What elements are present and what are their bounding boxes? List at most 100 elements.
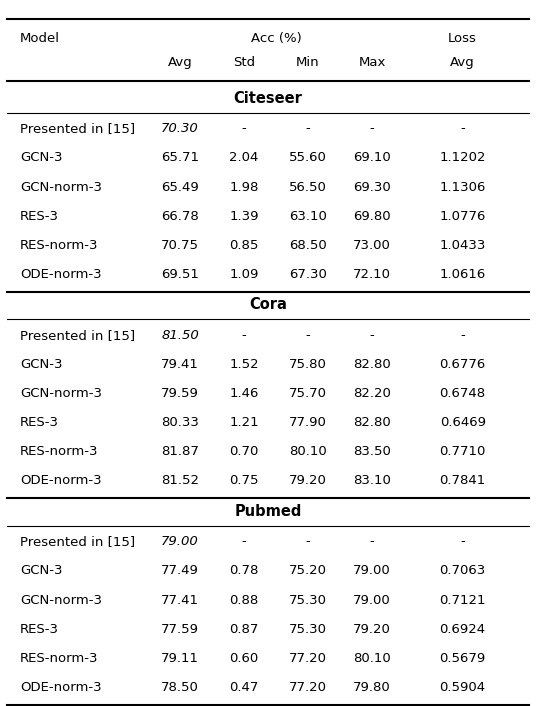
Text: -: - <box>242 329 247 342</box>
Text: -: - <box>460 535 465 549</box>
Text: 79.00: 79.00 <box>353 594 391 606</box>
Text: 81.50: 81.50 <box>161 329 199 342</box>
Text: 1.1202: 1.1202 <box>440 152 486 164</box>
Text: -: - <box>370 122 374 136</box>
Text: GCN-3: GCN-3 <box>20 565 63 578</box>
Text: 83.50: 83.50 <box>353 445 391 458</box>
Text: 1.0616: 1.0616 <box>440 268 486 281</box>
Text: -: - <box>306 329 310 342</box>
Text: 0.6776: 0.6776 <box>440 358 486 371</box>
Text: 82.80: 82.80 <box>353 417 391 429</box>
Text: 0.78: 0.78 <box>229 565 259 578</box>
Text: GCN-norm-3: GCN-norm-3 <box>20 594 102 606</box>
Text: 0.60: 0.60 <box>229 652 259 665</box>
Text: 0.7063: 0.7063 <box>440 565 486 578</box>
Text: 0.6924: 0.6924 <box>440 623 486 635</box>
Text: 1.98: 1.98 <box>229 181 259 193</box>
Text: 1.0776: 1.0776 <box>440 210 486 222</box>
Text: 1.39: 1.39 <box>229 210 259 222</box>
Text: 79.80: 79.80 <box>353 681 391 694</box>
Text: Presented in [15]: Presented in [15] <box>20 122 135 136</box>
Text: 1.52: 1.52 <box>229 358 259 371</box>
Text: 72.10: 72.10 <box>353 268 391 281</box>
Text: Cora: Cora <box>249 297 287 312</box>
Text: 0.70: 0.70 <box>229 445 259 458</box>
Text: -: - <box>370 329 374 342</box>
Text: 0.7121: 0.7121 <box>440 594 486 606</box>
Text: RES-norm-3: RES-norm-3 <box>20 652 99 665</box>
Text: 2.04: 2.04 <box>229 152 259 164</box>
Text: 75.70: 75.70 <box>289 387 327 400</box>
Text: GCN-3: GCN-3 <box>20 152 63 164</box>
Text: 68.50: 68.50 <box>289 239 327 252</box>
Text: 65.71: 65.71 <box>161 152 199 164</box>
Text: 1.46: 1.46 <box>229 387 259 400</box>
Text: 66.78: 66.78 <box>161 210 199 222</box>
Text: 0.7710: 0.7710 <box>440 445 486 458</box>
Text: 77.49: 77.49 <box>161 565 199 578</box>
Text: -: - <box>242 122 247 136</box>
Text: 79.20: 79.20 <box>353 623 391 635</box>
Text: 69.30: 69.30 <box>353 181 391 193</box>
Text: 1.0433: 1.0433 <box>440 239 486 252</box>
Text: 0.85: 0.85 <box>229 239 259 252</box>
Text: Model: Model <box>20 32 60 45</box>
Text: 80.10: 80.10 <box>289 445 327 458</box>
Text: ODE-norm-3: ODE-norm-3 <box>20 268 102 281</box>
Text: 70.30: 70.30 <box>161 122 199 136</box>
Text: 73.00: 73.00 <box>353 239 391 252</box>
Text: Acc (%): Acc (%) <box>251 32 301 45</box>
Text: 69.80: 69.80 <box>353 210 391 222</box>
Text: 82.20: 82.20 <box>353 387 391 400</box>
Text: 81.87: 81.87 <box>161 445 199 458</box>
Text: 0.7841: 0.7841 <box>440 474 486 487</box>
Text: 75.30: 75.30 <box>289 594 327 606</box>
Text: 77.20: 77.20 <box>289 681 327 694</box>
Text: ODE-norm-3: ODE-norm-3 <box>20 681 102 694</box>
Text: GCN-norm-3: GCN-norm-3 <box>20 181 102 193</box>
Text: Loss: Loss <box>448 32 477 45</box>
Text: 69.10: 69.10 <box>353 152 391 164</box>
Text: 75.80: 75.80 <box>289 358 327 371</box>
Text: 67.30: 67.30 <box>289 268 327 281</box>
Text: -: - <box>306 122 310 136</box>
Text: RES-3: RES-3 <box>20 417 59 429</box>
Text: -: - <box>460 122 465 136</box>
Text: 79.59: 79.59 <box>161 387 199 400</box>
Text: Min: Min <box>296 56 320 69</box>
Text: 65.49: 65.49 <box>161 181 199 193</box>
Text: 80.33: 80.33 <box>161 417 199 429</box>
Text: 81.52: 81.52 <box>161 474 199 487</box>
Text: 79.41: 79.41 <box>161 358 199 371</box>
Text: 77.90: 77.90 <box>289 417 327 429</box>
Text: GCN-norm-3: GCN-norm-3 <box>20 387 102 400</box>
Text: 0.5904: 0.5904 <box>440 681 486 694</box>
Text: RES-3: RES-3 <box>20 210 59 222</box>
Text: 79.00: 79.00 <box>353 565 391 578</box>
Text: 0.88: 0.88 <box>229 594 259 606</box>
Text: 63.10: 63.10 <box>289 210 327 222</box>
Text: 70.75: 70.75 <box>161 239 199 252</box>
Text: 0.5679: 0.5679 <box>440 652 486 665</box>
Text: -: - <box>370 535 374 549</box>
Text: RES-norm-3: RES-norm-3 <box>20 445 99 458</box>
Text: 0.6469: 0.6469 <box>440 417 486 429</box>
Text: 79.11: 79.11 <box>161 652 199 665</box>
Text: 78.50: 78.50 <box>161 681 199 694</box>
Text: 79.00: 79.00 <box>161 535 199 549</box>
Text: ODE-norm-3: ODE-norm-3 <box>20 474 102 487</box>
Text: -: - <box>306 535 310 549</box>
Text: 0.87: 0.87 <box>229 623 259 635</box>
Text: 1.21: 1.21 <box>229 417 259 429</box>
Text: 75.30: 75.30 <box>289 623 327 635</box>
Text: -: - <box>242 535 247 549</box>
Text: 77.20: 77.20 <box>289 652 327 665</box>
Text: 69.51: 69.51 <box>161 268 199 281</box>
Text: RES-3: RES-3 <box>20 623 59 635</box>
Text: GCN-3: GCN-3 <box>20 358 63 371</box>
Text: 75.20: 75.20 <box>289 565 327 578</box>
Text: -: - <box>460 329 465 342</box>
Text: 80.10: 80.10 <box>353 652 391 665</box>
Text: 77.59: 77.59 <box>161 623 199 635</box>
Text: 0.6748: 0.6748 <box>440 387 486 400</box>
